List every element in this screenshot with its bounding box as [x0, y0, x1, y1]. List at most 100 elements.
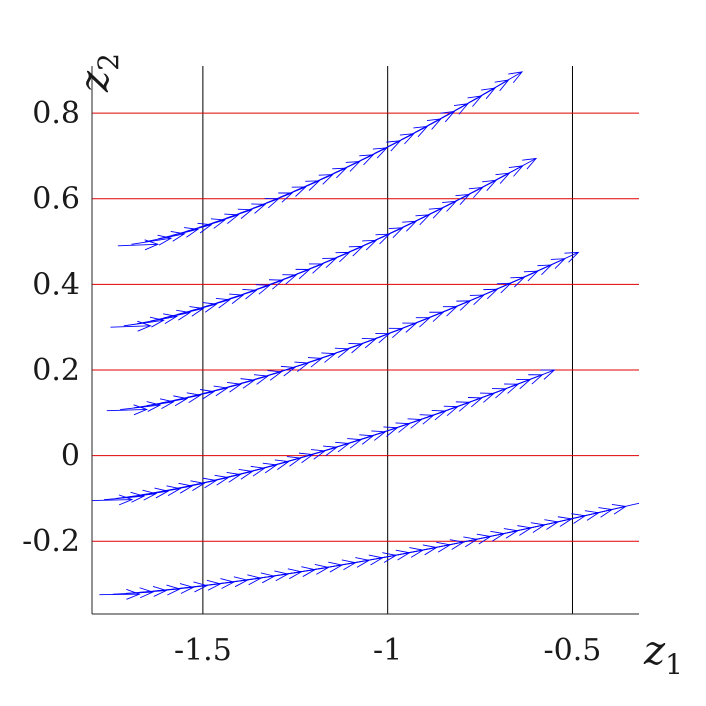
quiver-arrow [115, 489, 158, 501]
tick-labels: -1.5 -1 -0.5 -0.2 0 0.2 0.4 0.6 0.8 [22, 96, 601, 668]
x-tick-label: -1 [373, 633, 402, 668]
quiver-arrow [340, 554, 384, 566]
quiver-arrow [580, 503, 627, 518]
quiver-arrow [199, 472, 242, 484]
x-tick-label: -0.5 [544, 633, 602, 668]
quiver-arrow [567, 507, 614, 521]
arrow-shaft [511, 369, 555, 387]
arrow-head [173, 395, 189, 407]
quiver-arrow [536, 251, 580, 272]
arrow-shaft [131, 237, 172, 245]
arrow-shaft [144, 233, 185, 243]
arrow-head [564, 251, 580, 263]
quiver-arrow [173, 389, 216, 401]
arrow-head [202, 302, 218, 313]
quiver-arrow [211, 469, 254, 482]
arrow-shaft [117, 243, 158, 247]
arrow-head [210, 218, 226, 229]
arrow-shaft [120, 404, 161, 410]
quiver-arrow [393, 544, 438, 556]
quiver-arrow [433, 536, 479, 549]
quiver-arrow [406, 541, 452, 554]
quiver-arrow [223, 465, 266, 479]
arrow-head [163, 313, 179, 325]
arrow-shaft [123, 319, 164, 327]
quiver-arrow [481, 71, 524, 96]
quiver-arrow [299, 561, 344, 573]
y-tick-label: -0.2 [22, 524, 80, 559]
arrow-head [197, 222, 213, 234]
quiver-arrow [131, 234, 173, 246]
quiver-arrow [273, 566, 317, 577]
arrow-head [229, 293, 245, 304]
arrow-shaft [110, 325, 151, 328]
arrow-head [186, 392, 202, 403]
arrow-shaft [536, 251, 579, 272]
quiver-arrow [513, 519, 560, 532]
y-axis-label: z2 [72, 53, 125, 93]
arrow-head [126, 588, 141, 600]
quiver-arrow [106, 404, 149, 416]
arrow-head [200, 389, 216, 400]
x-tick-label: -1.5 [174, 633, 232, 668]
quiver-arrow [91, 494, 134, 506]
arrow-head [251, 203, 267, 214]
arrow-head [142, 489, 158, 501]
arrow-head [508, 71, 524, 84]
quiver-arrow [540, 513, 587, 526]
quiver-arrow [120, 401, 162, 412]
quiver-arrow [247, 459, 290, 473]
arrow-head [133, 404, 149, 416]
axes [91, 66, 639, 615]
arrow-head [522, 157, 538, 170]
quiver-arrow [160, 392, 202, 404]
quiver-arrow [235, 462, 278, 476]
arrow-shaft [481, 71, 523, 96]
quiver-arrow [594, 502, 640, 514]
grid [92, 66, 639, 614]
arrow-head [237, 208, 253, 219]
arrow-head [215, 297, 232, 309]
arrow-head [166, 485, 182, 497]
quiver-arrow [380, 547, 425, 559]
y-tick-label: 0.8 [32, 96, 80, 131]
quiver-arrow [144, 231, 186, 243]
x-axis-label: z1 [643, 628, 683, 681]
arrow-head [146, 401, 162, 412]
arrow-shaft [495, 158, 537, 181]
quiver-arrow [495, 157, 538, 181]
quiver-arrow [163, 480, 206, 492]
y-tick-label: 0 [61, 439, 80, 474]
quiver-arrow [286, 564, 330, 575]
arrow-head [213, 385, 229, 397]
quiver-arrow [487, 525, 533, 538]
arrow-shaft [99, 593, 140, 596]
arrow-shaft [106, 409, 147, 412]
y-tick-label: 0.2 [32, 353, 80, 388]
quiver-arrow [150, 309, 192, 322]
quiver-arrow [187, 474, 230, 487]
arrow-head [149, 316, 165, 328]
quiver-arrow [527, 516, 573, 529]
quiver-arrow [151, 482, 194, 494]
arrow-head [184, 227, 200, 238]
arrow-head [154, 487, 170, 499]
arrow-head [242, 289, 258, 300]
arrow-head [255, 284, 271, 295]
arrow-head [224, 213, 240, 224]
arrow-head [118, 494, 134, 506]
arrow-shaft [594, 502, 640, 514]
quiver-arrow [366, 549, 411, 561]
vector-field [91, 71, 640, 600]
y-tick-label: 0.4 [32, 267, 80, 302]
quiver-arrow [473, 528, 519, 541]
quiver-arrow [123, 316, 165, 328]
arrow-head [176, 309, 192, 321]
quiver-arrow [511, 369, 556, 387]
quiver-arrow [313, 559, 357, 571]
quiver-arrow [447, 533, 492, 546]
arrow-head [157, 234, 173, 246]
arrow-head [139, 587, 155, 599]
quiver-arrow [353, 552, 398, 564]
